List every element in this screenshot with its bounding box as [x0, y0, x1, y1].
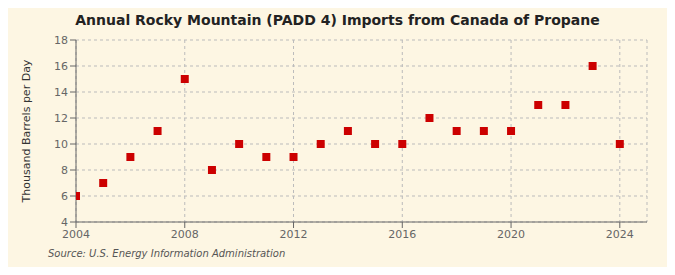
svg-text:14: 14 — [54, 86, 68, 99]
svg-text:2012: 2012 — [280, 228, 308, 241]
svg-text:Thousand Barrels per Day: Thousand Barrels per Day — [20, 59, 33, 203]
svg-text:4: 4 — [61, 216, 68, 229]
svg-text:6: 6 — [61, 190, 68, 203]
svg-text:2016: 2016 — [388, 228, 416, 241]
svg-text:18: 18 — [54, 34, 68, 47]
svg-text:8: 8 — [61, 164, 68, 177]
svg-text:10: 10 — [54, 138, 68, 151]
svg-text:2008: 2008 — [171, 228, 199, 241]
svg-text:16: 16 — [54, 60, 68, 73]
html-text:Source: U.S. Energy Informatio: Source: U.S. Energy Information Administ… — [48, 248, 286, 259]
svg-text:2004: 2004 — [62, 228, 90, 241]
svg-text:12: 12 — [54, 112, 68, 125]
svg-text:2024: 2024 — [606, 228, 634, 241]
svg-text:2020: 2020 — [497, 228, 525, 241]
html-text:Annual Rocky Mountain (PADD 4): Annual Rocky Mountain (PADD 4) Imports f… — [75, 12, 600, 28]
